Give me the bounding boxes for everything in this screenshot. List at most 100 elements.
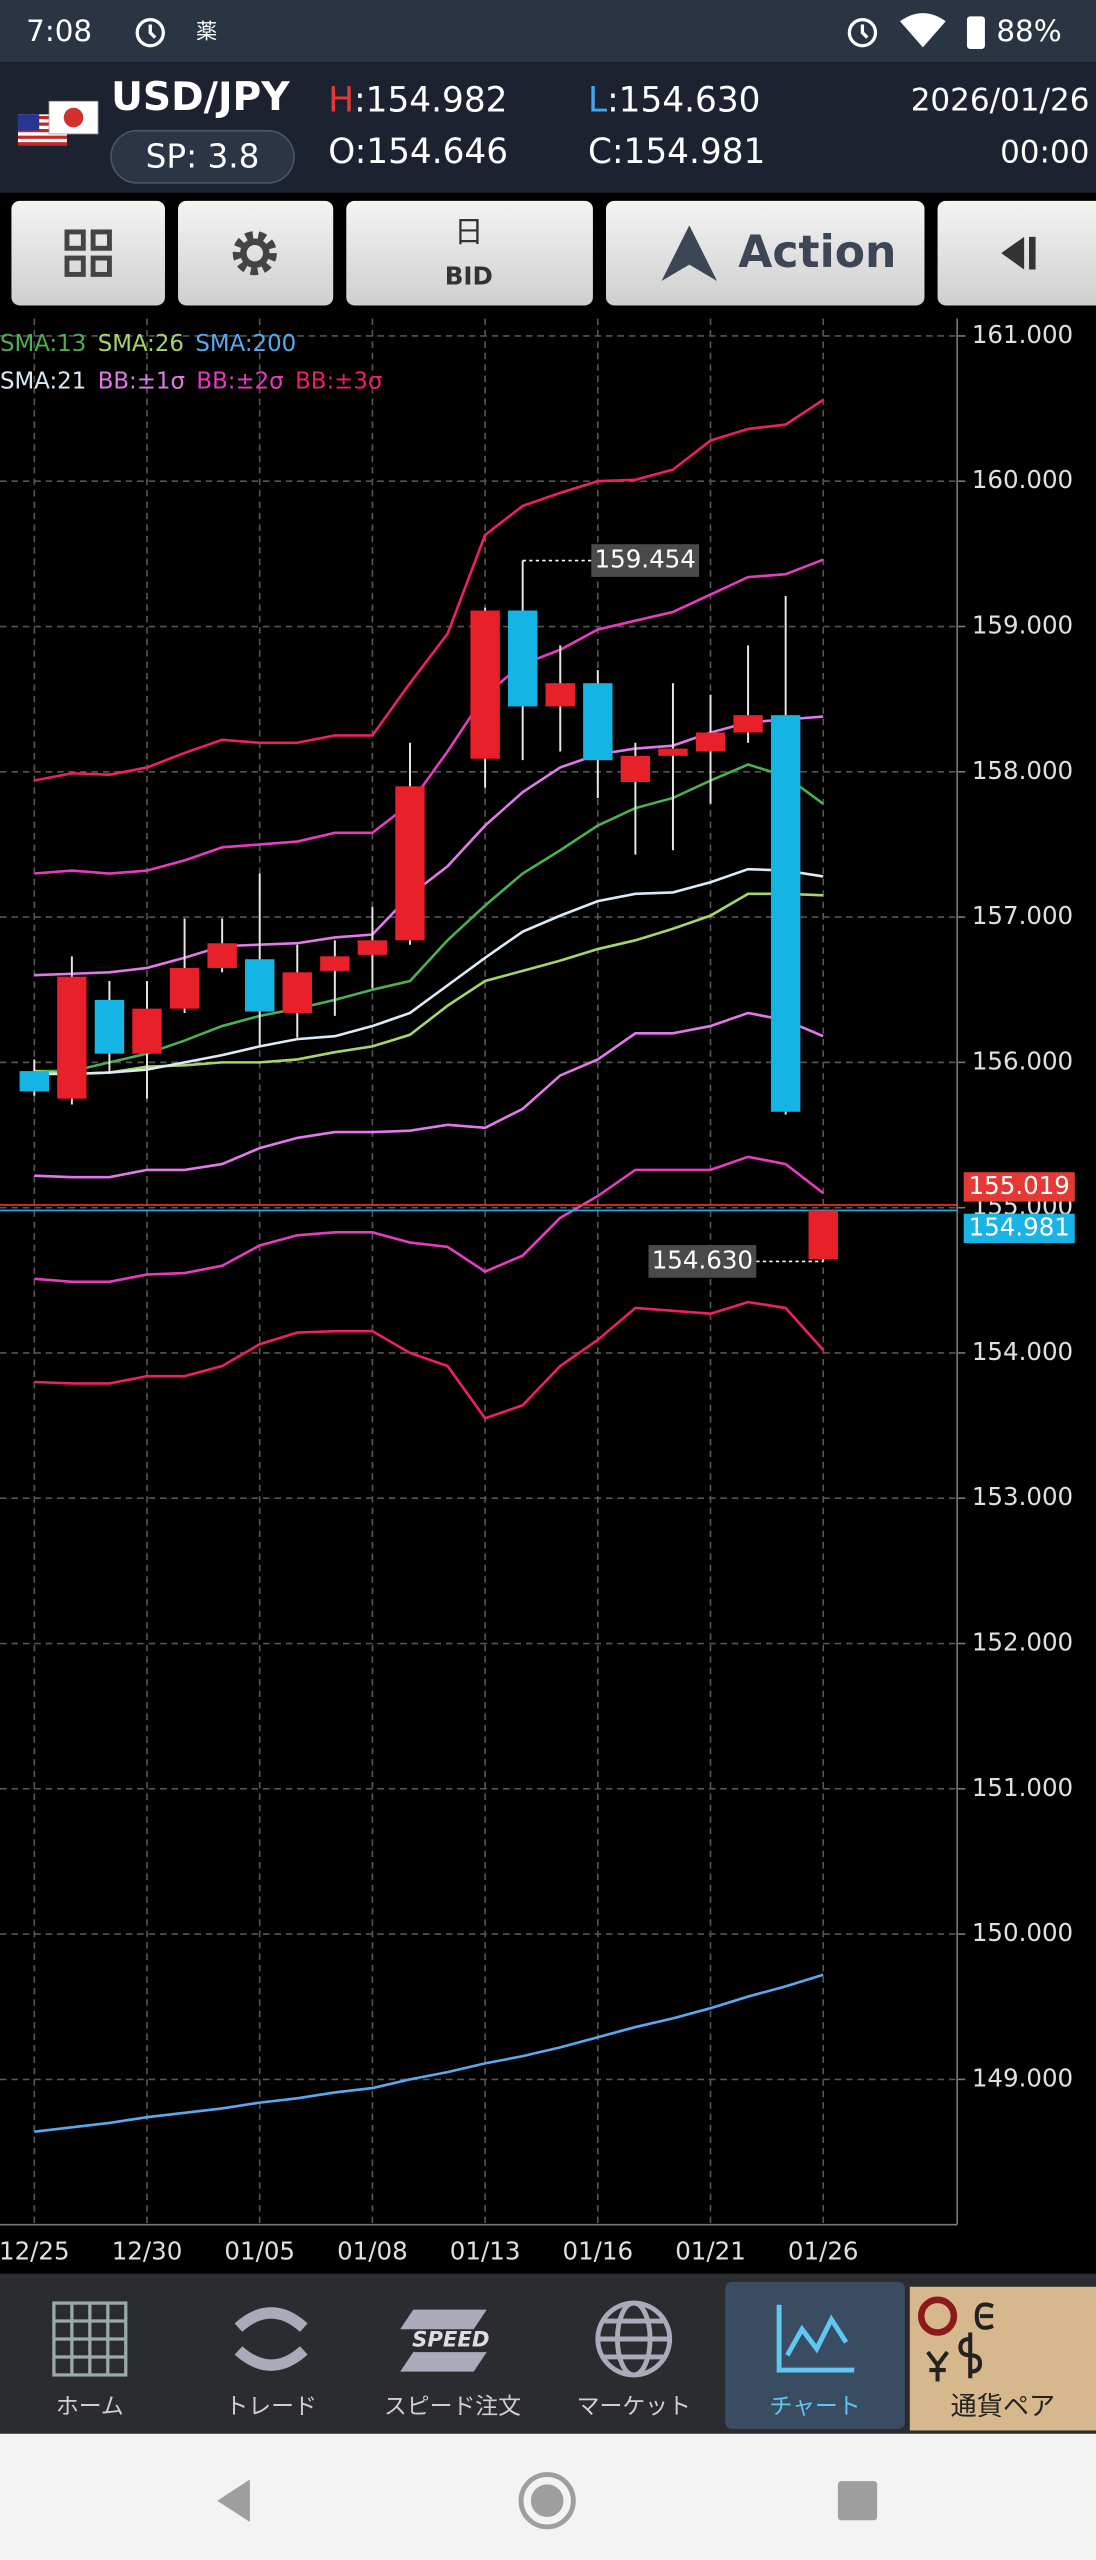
high-marker-box bbox=[591, 544, 700, 577]
candle-body bbox=[207, 943, 237, 968]
x-tick-label: 01/08 bbox=[337, 2236, 408, 2265]
price-label: 155.019 bbox=[969, 1171, 1070, 1200]
nav-currency-pair[interactable]: 通貨ペア bbox=[909, 2286, 1096, 2431]
bb-upper-line bbox=[34, 558, 824, 875]
action-button[interactable] bbox=[605, 200, 925, 306]
y-tick-label: 160.000 bbox=[972, 465, 1073, 494]
layout-button[interactable] bbox=[11, 200, 165, 306]
sma-line bbox=[34, 867, 824, 1076]
candle-body bbox=[470, 610, 500, 759]
period-button[interactable] bbox=[346, 200, 593, 306]
candle-body bbox=[57, 976, 87, 1099]
legend-entry: SMA:21 bbox=[0, 369, 86, 395]
nav-chart[interactable]: チャート bbox=[725, 2281, 905, 2429]
candle-body bbox=[583, 683, 613, 761]
pair: USD/JPY bbox=[111, 75, 290, 120]
legend-entry: SMA:200 bbox=[195, 331, 296, 357]
candle-body bbox=[658, 748, 688, 756]
close: C:154.981 bbox=[588, 132, 765, 172]
y-tick-label: 159.000 bbox=[972, 611, 1073, 640]
y-tick-label: 154.000 bbox=[972, 1337, 1073, 1366]
legend-entry: BB:±1σ bbox=[98, 369, 185, 395]
date: 2026/01/26 bbox=[911, 82, 1090, 118]
y-tick-label: 153.000 bbox=[972, 1482, 1073, 1511]
period: 日 bbox=[454, 215, 483, 249]
nav-label: トレード bbox=[225, 2394, 316, 2420]
nav-home[interactable]: ホーム bbox=[52, 2301, 128, 2420]
x-tick-label: 12/25 bbox=[0, 2236, 70, 2265]
candle-body bbox=[395, 786, 425, 941]
candle-body bbox=[620, 755, 651, 782]
candle-body bbox=[770, 715, 801, 1112]
bb-upper-line bbox=[34, 398, 824, 782]
low: L:154.630 bbox=[588, 80, 761, 120]
nav-label: 通貨ペア bbox=[951, 2392, 1056, 2422]
battery-icon bbox=[966, 16, 985, 50]
candle-body bbox=[733, 715, 763, 733]
time: 00:00 bbox=[1000, 135, 1089, 171]
home-button[interactable] bbox=[518, 2472, 576, 2530]
action: Action bbox=[738, 227, 896, 278]
y-tick-label: 161.000 bbox=[972, 320, 1073, 349]
candle-body bbox=[808, 1210, 838, 1260]
nav-trade[interactable]: トレード bbox=[225, 2307, 317, 2420]
price-type: BID bbox=[445, 262, 493, 291]
wifi-icon bbox=[899, 13, 946, 48]
candle-body bbox=[357, 940, 388, 955]
candle-body bbox=[94, 999, 125, 1054]
x-tick-label: 12/30 bbox=[112, 2236, 183, 2265]
nav-market[interactable]: マーケット bbox=[577, 2300, 691, 2420]
candle-body bbox=[695, 732, 726, 752]
high: H:154.982 bbox=[328, 80, 507, 120]
price-label-box bbox=[963, 1213, 1075, 1244]
legend-entry: SMA:26 bbox=[98, 331, 184, 357]
candle-body bbox=[282, 972, 312, 1013]
collapse-button[interactable] bbox=[937, 200, 1096, 306]
alarm-icon-right bbox=[847, 17, 878, 48]
candle-body bbox=[507, 610, 538, 707]
y-tick-label: 149.000 bbox=[972, 2063, 1073, 2092]
plot-area bbox=[0, 318, 1096, 2274]
x-tick-label: 01/13 bbox=[450, 2236, 521, 2265]
open: O:154.646 bbox=[328, 132, 508, 172]
alarm-icon bbox=[135, 17, 165, 48]
sma-line bbox=[34, 763, 824, 1073]
price-label-box bbox=[963, 1172, 1075, 1202]
low-marker-box bbox=[648, 1245, 757, 1278]
speed-icon-text: SPEED bbox=[412, 2328, 489, 2353]
chart: 149.000 150.000 151.000 152.000 153.000 154.0… bbox=[0, 318, 1096, 2274]
spread-pill bbox=[110, 129, 295, 184]
status-time: 7:08 bbox=[26, 14, 92, 48]
y-tick-label: 158.000 bbox=[972, 756, 1073, 785]
bb-lower-line bbox=[34, 1300, 825, 1420]
candle-body bbox=[320, 956, 350, 971]
sma-line bbox=[34, 1973, 824, 2133]
status-app-icon: 薬 bbox=[196, 20, 217, 45]
jp-flag bbox=[48, 100, 99, 135]
bb-lower-line bbox=[34, 1011, 824, 1179]
candle-body bbox=[245, 959, 275, 1012]
y-tick-label: 152.000 bbox=[972, 1628, 1073, 1657]
nav-label: ホーム bbox=[56, 2394, 124, 2420]
nav-label: チャート bbox=[769, 2394, 860, 2420]
candle-body bbox=[19, 1071, 50, 1092]
candle-body bbox=[169, 967, 200, 1009]
nav-speed[interactable]: SPEED スピード注文 bbox=[384, 2309, 521, 2421]
back-button[interactable] bbox=[217, 2479, 250, 2522]
candle-body bbox=[545, 683, 575, 707]
legend-entry: BB:±2σ bbox=[196, 369, 283, 395]
recents-button[interactable] bbox=[837, 2481, 878, 2521]
price-label: 154.981 bbox=[969, 1212, 1070, 1241]
bb-lower-line bbox=[34, 1155, 825, 1284]
nav-label: マーケット bbox=[577, 2394, 691, 2420]
x-tick-label: 01/21 bbox=[675, 2236, 746, 2265]
spread: SP: 3.8 bbox=[146, 137, 260, 175]
y-tick-label: 157.000 bbox=[972, 901, 1073, 930]
high-marker-label: 159.454 bbox=[595, 545, 696, 574]
y-tick-label: 151.000 bbox=[972, 1773, 1073, 1802]
settings-button[interactable] bbox=[178, 200, 334, 306]
low-marker-label: 154.630 bbox=[652, 1245, 753, 1274]
